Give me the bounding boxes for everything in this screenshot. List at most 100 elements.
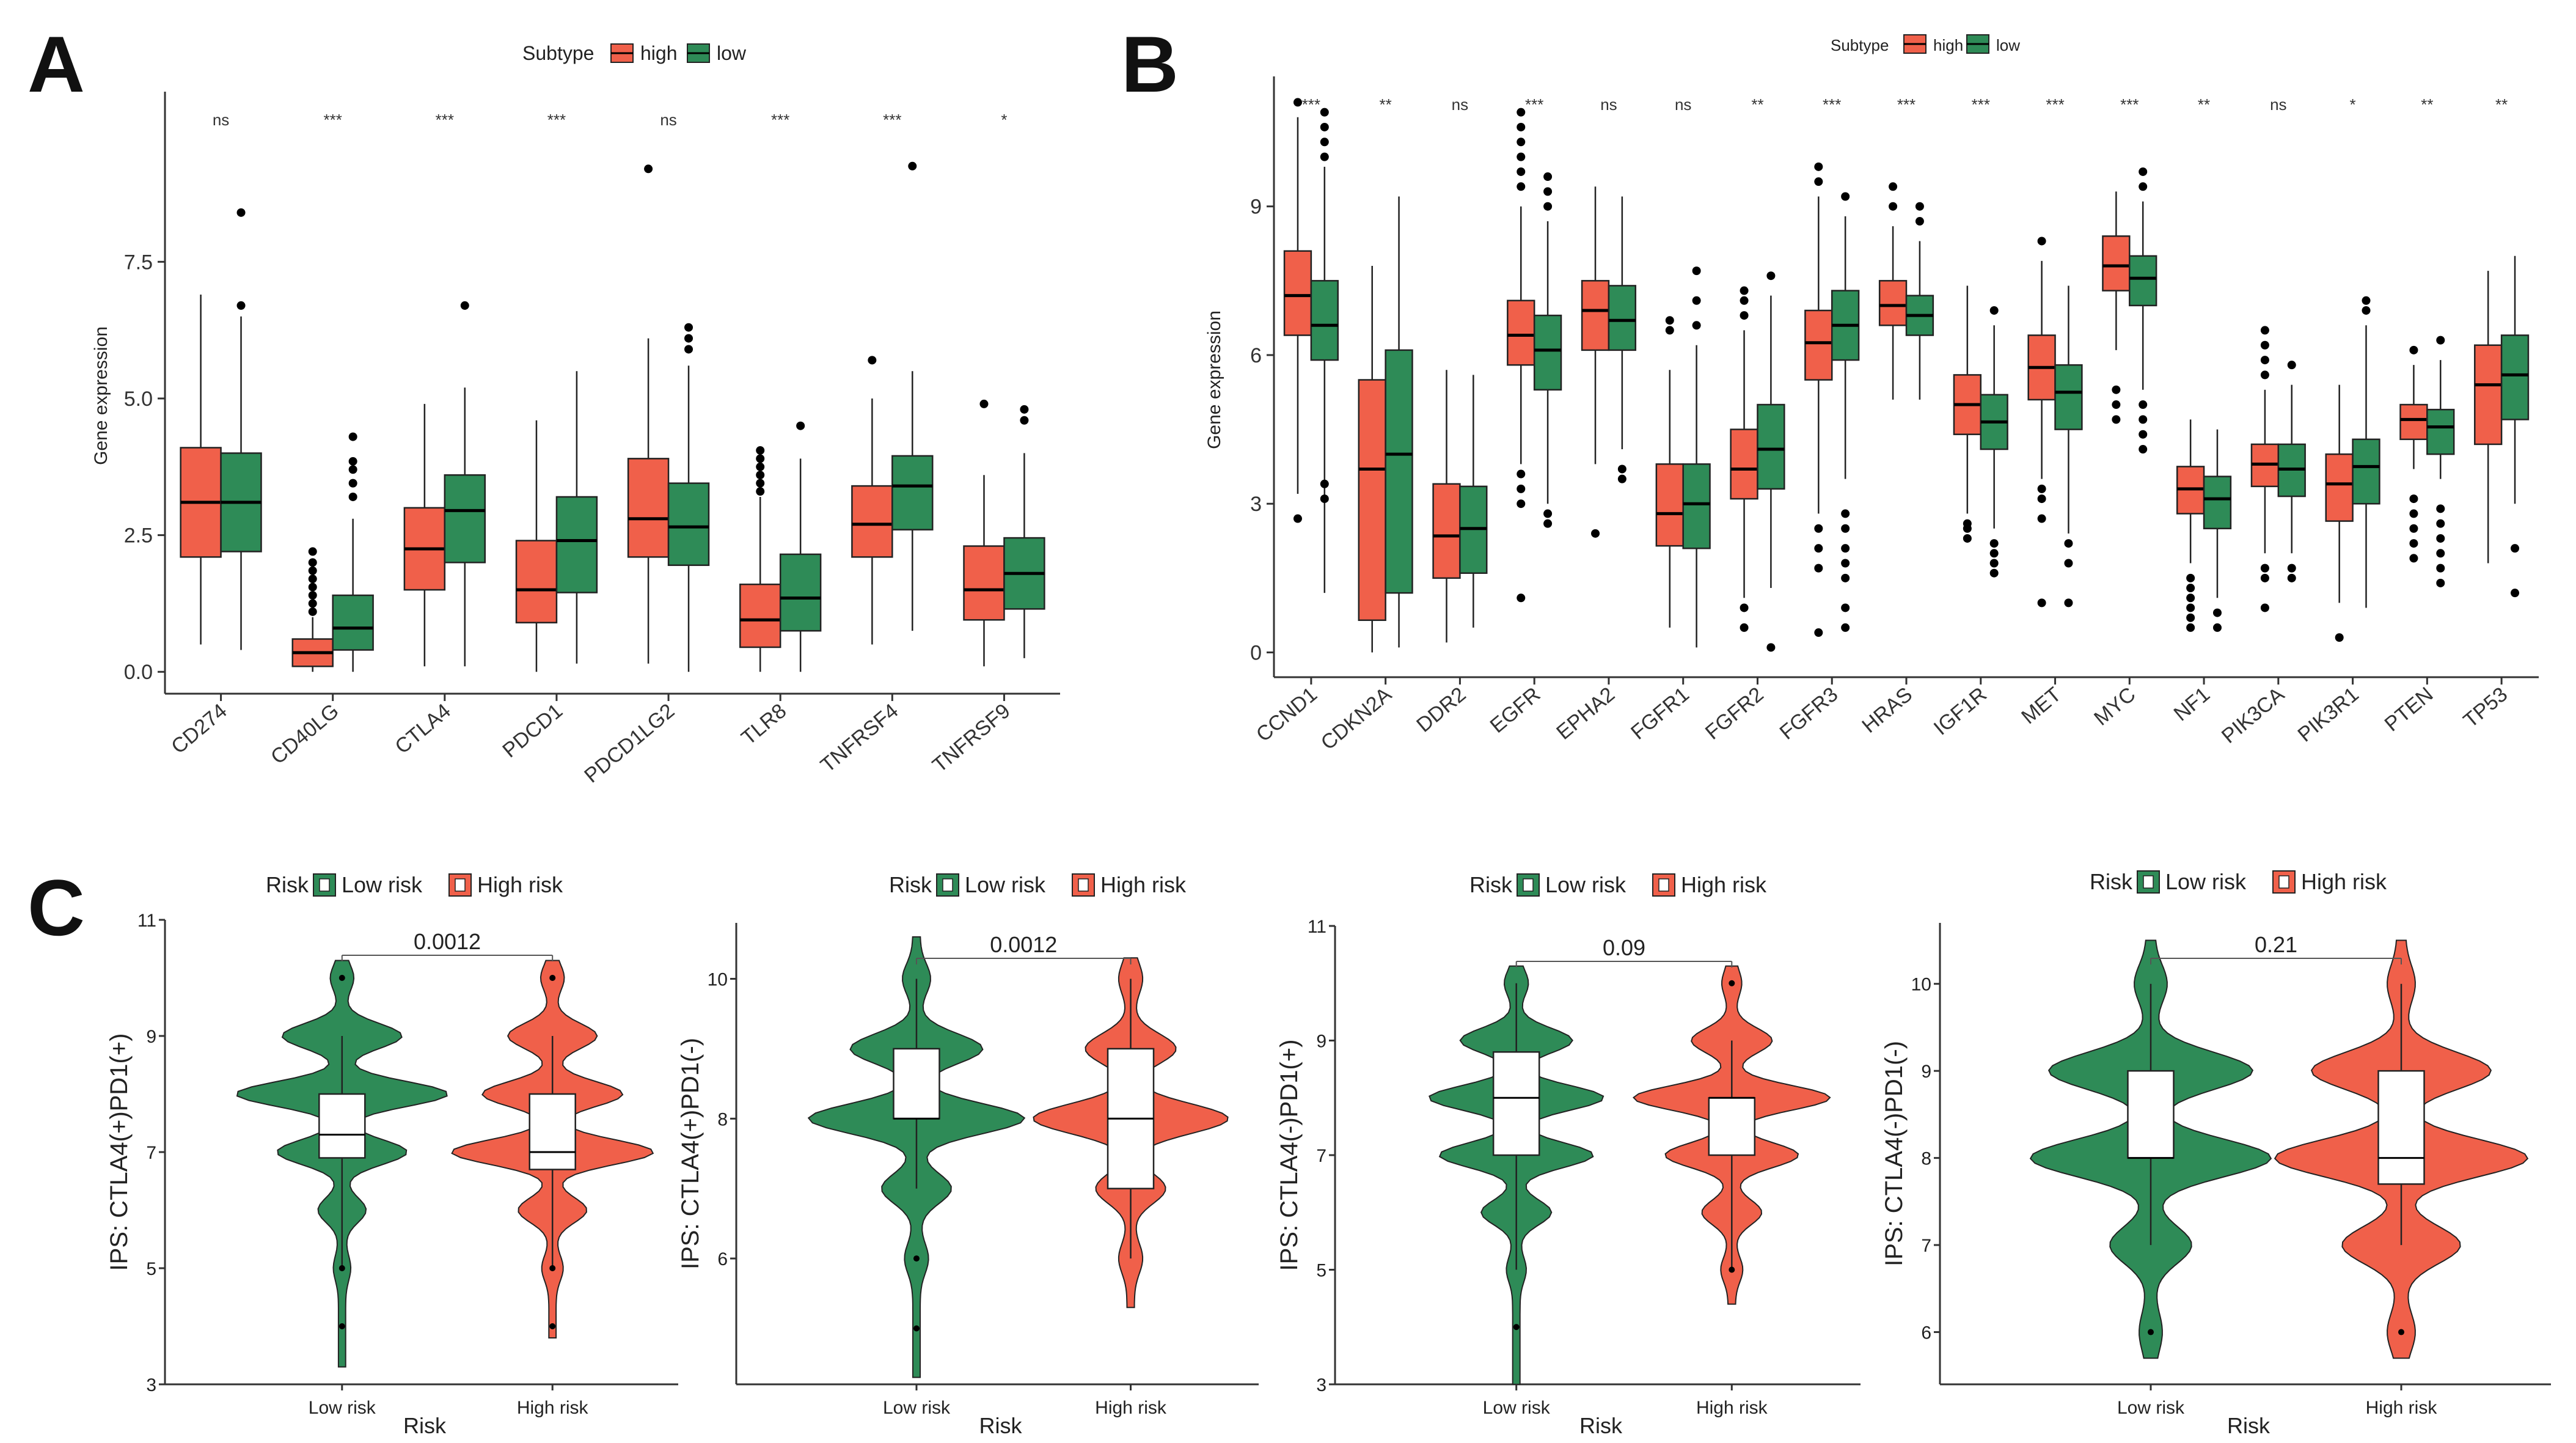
significance-label: *** bbox=[2120, 95, 2139, 114]
box-low bbox=[332, 594, 374, 651]
x-axis-label: Risk bbox=[2227, 1413, 2270, 1438]
significance-label: ** bbox=[2421, 95, 2433, 114]
outlier-point bbox=[756, 446, 765, 455]
box-high bbox=[1358, 379, 1386, 622]
outlier-point bbox=[1517, 122, 1526, 131]
legend-key-box bbox=[1658, 878, 1669, 892]
outlier-point bbox=[2287, 573, 2296, 582]
outlier-point bbox=[1740, 603, 1749, 612]
box-high bbox=[1283, 250, 1312, 336]
outlier-point bbox=[1517, 167, 1526, 176]
outlier-point bbox=[1517, 499, 1526, 509]
outlier-point bbox=[1517, 469, 1526, 479]
significance-label: ns bbox=[1675, 95, 1691, 114]
outlier-point bbox=[2409, 345, 2418, 354]
legend-title: Risk bbox=[1469, 872, 1513, 897]
legend-key-box bbox=[942, 878, 953, 892]
x-tick-label: EGFR bbox=[1486, 683, 1545, 738]
outlier-point bbox=[1617, 474, 1626, 483]
outlier-point bbox=[1963, 534, 1972, 543]
legend-key-box bbox=[319, 878, 330, 892]
legend: Subtype high low bbox=[1831, 34, 2020, 54]
outlier-point bbox=[549, 1265, 556, 1271]
outlier-point bbox=[2436, 504, 2445, 513]
x-tick-label: MET bbox=[2017, 683, 2065, 729]
outlier-point bbox=[2260, 564, 2269, 573]
outlier-point bbox=[1740, 286, 1749, 295]
outlier-point bbox=[1814, 628, 1823, 637]
outlier-point bbox=[2186, 603, 2195, 612]
box-low bbox=[444, 474, 486, 564]
outlier-point bbox=[2212, 608, 2222, 617]
legend-item-high-risk: High risk bbox=[2301, 869, 2387, 894]
outlier-point bbox=[1814, 544, 1823, 553]
outlier-point bbox=[2260, 573, 2269, 582]
outlier-point bbox=[2212, 623, 2222, 632]
outlier-point bbox=[2260, 340, 2269, 350]
box-high bbox=[1507, 299, 1535, 366]
outlier-point bbox=[756, 487, 765, 496]
outlier-point bbox=[1020, 405, 1029, 414]
box-high bbox=[963, 545, 1005, 621]
outlier-point bbox=[1814, 177, 1823, 186]
outlier-point bbox=[868, 356, 877, 365]
legend-item-high-risk: High risk bbox=[1681, 872, 1767, 897]
legend-key-high-risk bbox=[448, 873, 472, 897]
box-low bbox=[1757, 403, 1785, 490]
outlier-point bbox=[2287, 361, 2296, 370]
box-low bbox=[667, 482, 710, 567]
significance-label: *** bbox=[1525, 95, 1543, 114]
y-tick-label: 6 bbox=[717, 1249, 728, 1269]
outlier-point bbox=[2436, 534, 2445, 543]
box-high bbox=[627, 458, 670, 558]
outlier-point bbox=[1320, 138, 1329, 147]
outlier-point bbox=[1293, 514, 1302, 523]
outlier-point bbox=[1517, 484, 1526, 493]
outlier-point bbox=[684, 334, 693, 343]
box-high bbox=[2474, 344, 2503, 446]
box-high bbox=[739, 583, 781, 648]
significance-label: ** bbox=[2198, 95, 2210, 114]
y-tick-label: 3 bbox=[1316, 1375, 1326, 1395]
significance-label: * bbox=[2350, 95, 2356, 114]
outlier-point bbox=[1989, 539, 1999, 548]
significance-label: * bbox=[1001, 111, 1007, 129]
x-tick-label: Low risk bbox=[2117, 1398, 2185, 1418]
y-axis-label: IPS: CTLA4(-)PD1(-) bbox=[1881, 1041, 1908, 1266]
y-tick-label: 10 bbox=[1911, 975, 1931, 995]
pvalue-label: 0.0012 bbox=[990, 932, 1057, 957]
outlier-point bbox=[644, 164, 653, 174]
outlier-point bbox=[2436, 519, 2445, 528]
box-low bbox=[2352, 438, 2380, 505]
legend-item-low-risk: Low risk bbox=[1545, 872, 1626, 897]
legend-key-box bbox=[2278, 875, 2289, 889]
x-axis-label: Risk bbox=[979, 1413, 1023, 1438]
outlier-point bbox=[2139, 415, 2148, 424]
outlier-point bbox=[1543, 187, 1553, 196]
outlier-point bbox=[1889, 182, 1898, 191]
outlier-point bbox=[1692, 321, 1701, 330]
outlier-point bbox=[1841, 509, 1850, 518]
outlier-point bbox=[236, 301, 246, 310]
x-tick-label: PDCD1LG2 bbox=[580, 699, 679, 788]
outlier-point bbox=[1841, 573, 1850, 582]
legend-item-low-risk: Low risk bbox=[965, 872, 1046, 897]
x-tick-label: Low risk bbox=[1483, 1398, 1551, 1418]
outlier-point bbox=[2186, 623, 2195, 632]
x-tick-label: PTEN bbox=[2380, 683, 2438, 736]
legend-item-low: low bbox=[1996, 36, 2020, 54]
outlier-point bbox=[2409, 539, 2418, 548]
legend-key-low-risk bbox=[936, 873, 959, 897]
legend-item-low-risk: Low risk bbox=[2165, 869, 2247, 894]
y-tick-label: 7 bbox=[146, 1143, 156, 1163]
x-tick-label: High risk bbox=[1095, 1398, 1167, 1418]
outlier-point bbox=[2511, 544, 2520, 553]
outlier-point bbox=[1617, 464, 1626, 474]
pvalue-label: 0.09 bbox=[1603, 935, 1645, 960]
y-axis-label: IPS: CTLA4(+)PD1(+) bbox=[106, 1033, 133, 1271]
outlier-point bbox=[684, 323, 693, 332]
y-tick-label: 6 bbox=[1250, 344, 1262, 367]
outlier-point bbox=[1740, 311, 1749, 320]
outlier-point bbox=[908, 161, 917, 171]
box-low bbox=[1682, 463, 1711, 549]
